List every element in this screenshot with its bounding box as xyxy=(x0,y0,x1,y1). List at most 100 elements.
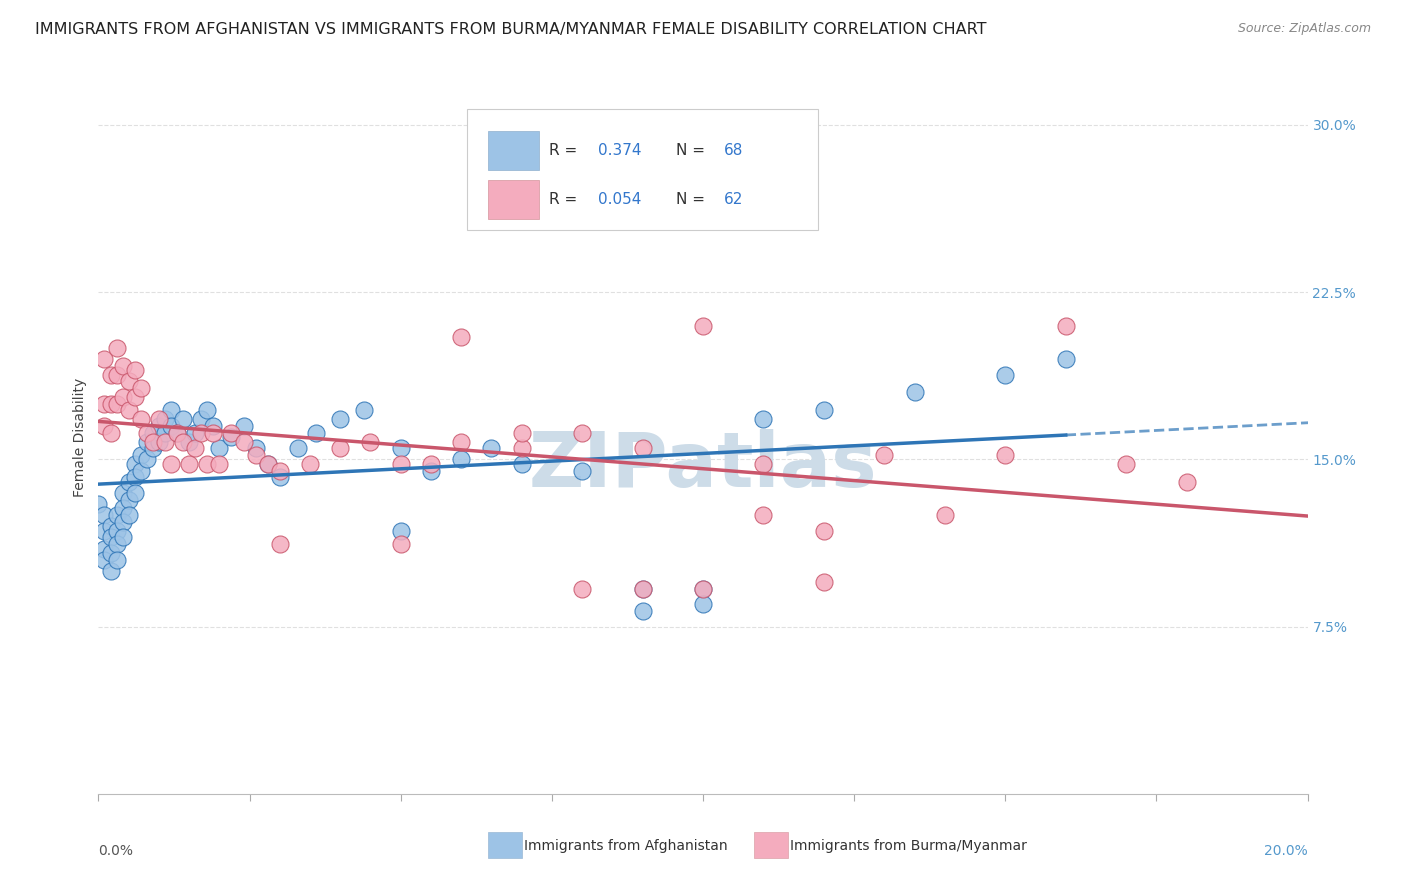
Point xyxy=(269,537,291,551)
Point xyxy=(752,412,775,426)
Point xyxy=(195,457,218,471)
Text: Immigrants from Burma/Myanmar: Immigrants from Burma/Myanmar xyxy=(790,839,1026,853)
Point xyxy=(118,508,141,523)
Point xyxy=(195,403,218,417)
Point xyxy=(208,457,231,471)
Point xyxy=(93,396,115,410)
Point xyxy=(299,457,322,471)
Point xyxy=(190,412,212,426)
Point xyxy=(129,448,152,462)
Point xyxy=(692,318,714,333)
Point xyxy=(994,448,1017,462)
Point xyxy=(873,448,896,462)
Point xyxy=(245,442,267,455)
Point xyxy=(305,425,328,440)
Point xyxy=(93,541,115,556)
Point xyxy=(93,351,115,366)
Point xyxy=(353,403,375,417)
Point xyxy=(450,330,472,344)
Point xyxy=(100,519,122,533)
Point xyxy=(934,508,956,523)
Point xyxy=(510,425,533,440)
Point xyxy=(105,508,128,523)
FancyBboxPatch shape xyxy=(467,109,818,230)
Point xyxy=(129,381,152,395)
Point xyxy=(100,546,122,560)
Point xyxy=(153,434,176,449)
Point xyxy=(118,492,141,507)
Point xyxy=(111,359,134,373)
Point xyxy=(105,552,128,567)
Point xyxy=(105,341,128,355)
Point xyxy=(142,442,165,455)
Text: Immigrants from Afghanistan: Immigrants from Afghanistan xyxy=(524,839,728,853)
Point xyxy=(124,470,146,484)
Point xyxy=(129,464,152,478)
Point xyxy=(752,508,775,523)
Point xyxy=(160,403,183,417)
Point xyxy=(160,418,183,433)
Point xyxy=(813,403,835,417)
Text: IMMIGRANTS FROM AFGHANISTAN VS IMMIGRANTS FROM BURMA/MYANMAR FEMALE DISABILITY C: IMMIGRANTS FROM AFGHANISTAN VS IMMIGRANT… xyxy=(35,22,987,37)
Point xyxy=(287,442,309,455)
Point xyxy=(571,464,593,478)
Point xyxy=(105,396,128,410)
Point xyxy=(450,452,472,467)
Point xyxy=(389,537,412,551)
Point xyxy=(269,470,291,484)
Text: N =: N = xyxy=(676,143,710,158)
Point xyxy=(111,485,134,500)
Point xyxy=(148,434,170,449)
Text: R =: R = xyxy=(550,143,582,158)
Point xyxy=(420,457,443,471)
Point xyxy=(172,434,194,449)
Point xyxy=(148,418,170,433)
Point xyxy=(153,425,176,440)
Point xyxy=(692,598,714,612)
Point xyxy=(232,418,254,433)
Point xyxy=(142,434,165,449)
Point xyxy=(118,375,141,389)
Point xyxy=(904,385,927,400)
Point xyxy=(118,475,141,489)
Point xyxy=(813,524,835,538)
Point xyxy=(221,430,243,444)
Point xyxy=(100,396,122,410)
FancyBboxPatch shape xyxy=(488,832,522,858)
Point xyxy=(329,442,352,455)
Point xyxy=(256,457,278,471)
Point xyxy=(692,582,714,596)
Point xyxy=(481,442,503,455)
Point xyxy=(184,425,207,440)
Point xyxy=(124,363,146,377)
Point xyxy=(100,564,122,578)
Text: R =: R = xyxy=(550,192,582,207)
Point xyxy=(100,530,122,544)
Text: ZIPatlas: ZIPatlas xyxy=(529,429,877,502)
Point xyxy=(153,412,176,426)
Point xyxy=(221,425,243,440)
Point xyxy=(135,425,157,440)
Point xyxy=(111,530,134,544)
Point xyxy=(142,425,165,440)
Point xyxy=(111,390,134,404)
Point xyxy=(360,434,382,449)
Point xyxy=(111,501,134,516)
Point xyxy=(994,368,1017,382)
Text: 0.054: 0.054 xyxy=(598,192,641,207)
Point xyxy=(179,457,201,471)
Point xyxy=(129,412,152,426)
Point xyxy=(184,442,207,455)
Text: 62: 62 xyxy=(724,192,742,207)
Point xyxy=(124,457,146,471)
Point xyxy=(692,582,714,596)
Point xyxy=(510,442,533,455)
Point xyxy=(172,412,194,426)
Point xyxy=(124,485,146,500)
Point xyxy=(93,552,115,567)
Point xyxy=(135,434,157,449)
Text: Source: ZipAtlas.com: Source: ZipAtlas.com xyxy=(1237,22,1371,36)
Point xyxy=(256,457,278,471)
Point xyxy=(420,464,443,478)
Point xyxy=(329,412,352,426)
